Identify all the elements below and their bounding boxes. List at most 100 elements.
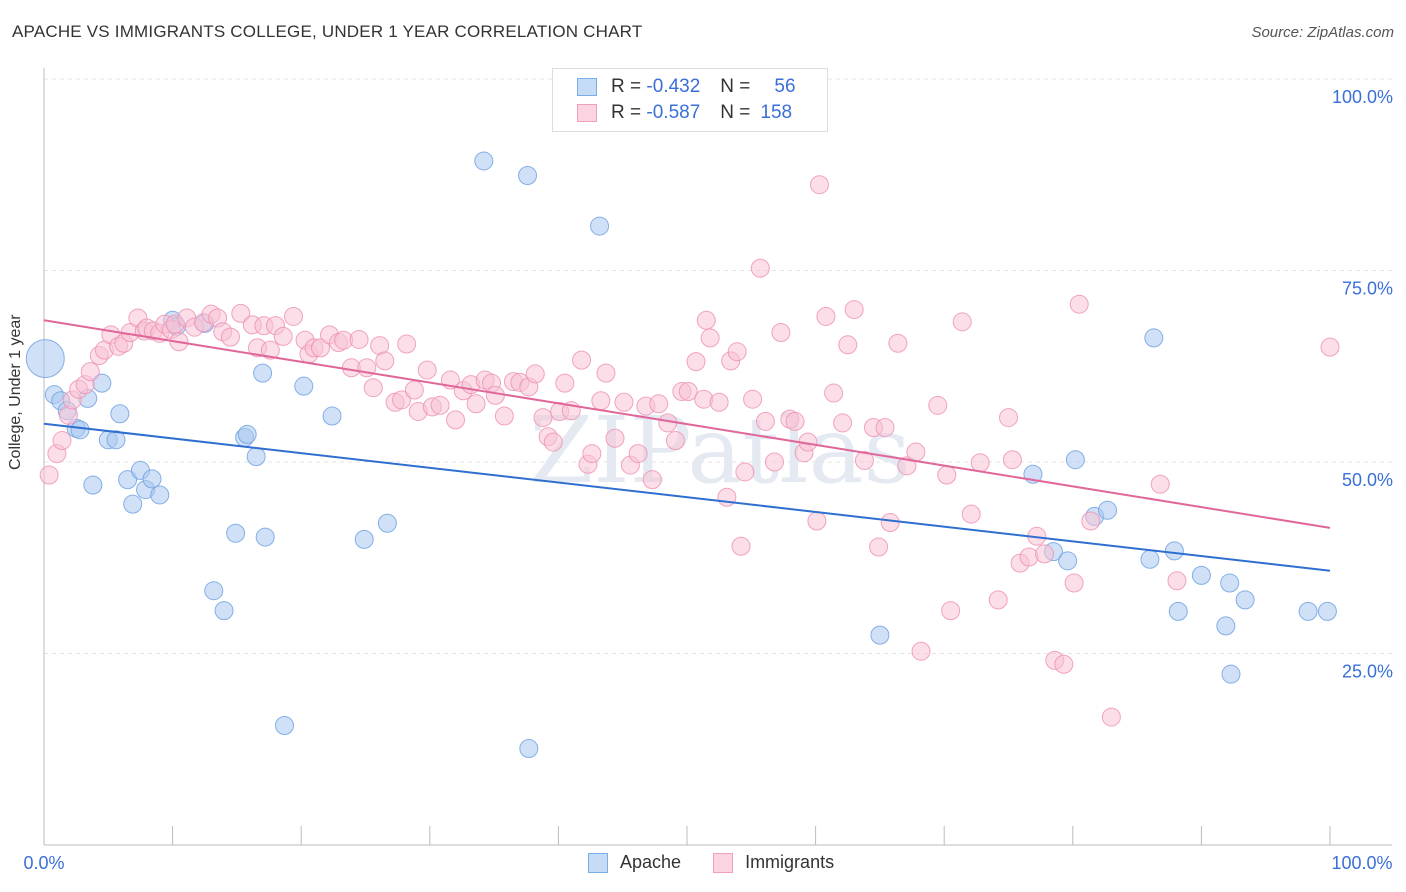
x-tick-label: 0.0% — [23, 853, 64, 873]
apache-point — [322, 406, 342, 426]
y-tick-label: 25.0% — [1342, 662, 1393, 682]
apache-point — [1298, 601, 1318, 621]
immigrants-point — [937, 465, 957, 485]
immigrants-point — [1081, 511, 1101, 531]
immigrants-point — [642, 470, 662, 490]
immigrants-point — [417, 360, 437, 380]
immigrants-point — [807, 511, 827, 531]
immigrants-point — [525, 364, 545, 384]
n-label: N = — [720, 102, 751, 123]
legend-row-apache: R = -0.432 N = 56 — [577, 75, 796, 99]
apache-point — [1164, 541, 1184, 561]
immigrants-point — [273, 326, 293, 346]
immigrants-point — [941, 601, 961, 621]
immigrants-swatch — [577, 104, 597, 122]
immigrants-point — [404, 380, 424, 400]
immigrants-point — [446, 410, 466, 430]
immigrants-point — [572, 350, 592, 370]
immigrants-point — [591, 391, 611, 411]
immigrants-point — [231, 303, 251, 323]
immigrants-point — [582, 444, 602, 464]
immigrants-point — [375, 351, 395, 371]
immigrants-point — [392, 390, 412, 410]
apache-point — [1235, 590, 1255, 610]
immigrants-point — [717, 487, 737, 507]
immigrants-point — [1054, 654, 1074, 674]
immigrants-point — [52, 431, 72, 451]
immigrants-point — [397, 334, 417, 354]
immigrants-point — [349, 329, 369, 349]
immigrants-point — [928, 395, 948, 415]
immigrants-point — [649, 394, 669, 414]
apache-point — [1065, 450, 1085, 470]
apache-point — [214, 601, 234, 621]
immigrants-point — [911, 641, 931, 661]
immigrants-point — [310, 338, 330, 358]
immigrants-point — [875, 418, 895, 438]
apache-point — [1058, 551, 1078, 571]
immigrants-point — [283, 306, 303, 326]
immigrants-point — [494, 406, 514, 426]
immigrants-point — [1069, 294, 1089, 314]
trend-lines — [43, 319, 1331, 572]
grid-lines — [44, 78, 1392, 654]
immigrants-point — [700, 328, 720, 348]
legend-row-immigrants: R = -0.587 N = 158 — [577, 101, 792, 125]
apache-point — [226, 523, 246, 543]
immigrants-point — [605, 428, 625, 448]
immigrants-point — [596, 363, 616, 383]
immigrants-point — [764, 452, 784, 472]
immigrants-point — [743, 389, 763, 409]
x-tick-label: 100.0% — [1331, 853, 1392, 873]
apache-point — [377, 513, 397, 533]
immigrants-point — [694, 389, 714, 409]
y-tick-label: 100.0% — [1332, 87, 1393, 107]
apache-point — [354, 529, 374, 549]
apache-swatch — [588, 852, 608, 873]
legend-item-apache: Apache — [588, 852, 681, 873]
r-value: -0.432 — [646, 76, 701, 97]
immigrants-point — [260, 340, 280, 360]
immigrants-point — [988, 590, 1008, 610]
immigrants-point — [665, 431, 685, 451]
immigrants-point — [533, 408, 553, 428]
apache-points — [25, 151, 1337, 758]
n-value: 56 — [774, 76, 796, 97]
immigrants-point — [709, 392, 729, 412]
apache-point — [70, 420, 90, 440]
apache-point — [25, 339, 65, 379]
apache-point — [150, 485, 170, 505]
apache-point — [519, 738, 539, 758]
apache-point — [1144, 328, 1164, 348]
immigrants-point — [1167, 571, 1187, 591]
immigrants-point — [1002, 450, 1022, 470]
apache-point — [253, 363, 273, 383]
immigrants-point — [696, 310, 716, 330]
immigrants-point — [628, 444, 648, 464]
apache-point — [1220, 573, 1240, 593]
immigrants-point — [466, 394, 486, 414]
immigrants-point — [816, 306, 836, 326]
chart-title: APACHE VS IMMIGRANTS COLLEGE, UNDER 1 YE… — [12, 22, 643, 41]
immigrants-trendline — [43, 319, 1331, 529]
immigrants-point — [854, 450, 874, 470]
source-label: Source: ZipAtlas.com — [1251, 24, 1394, 41]
apache-point — [204, 581, 224, 601]
immigrants-point — [1101, 707, 1121, 727]
apache-point — [1191, 565, 1211, 585]
apache-point — [246, 447, 266, 467]
immigrants-point — [1019, 547, 1039, 567]
y-tick-label: 75.0% — [1342, 279, 1393, 299]
apache-point — [590, 216, 610, 236]
immigrants-point — [363, 378, 383, 398]
immigrants-point — [755, 411, 775, 431]
apache-point — [870, 625, 890, 645]
immigrants-point — [614, 392, 634, 412]
immigrants-point — [906, 442, 926, 462]
apache-trendline — [43, 422, 1331, 572]
immigrants-point — [952, 312, 972, 332]
immigrants-point — [750, 258, 770, 278]
immigrants-point — [771, 323, 791, 343]
apache-point — [142, 469, 162, 489]
